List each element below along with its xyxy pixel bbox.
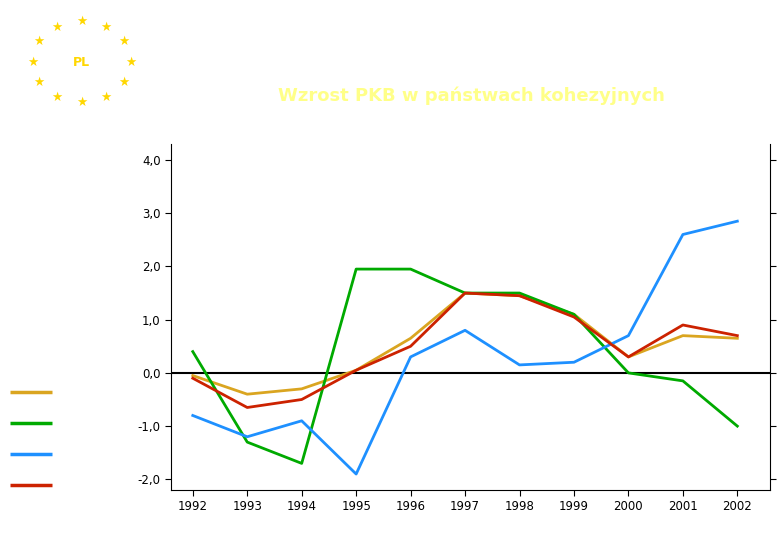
- Text: KOMISJA EUROPEJSKA: KOMISJA EUROPEJSKA: [176, 16, 381, 33]
- Text: PL: PL: [73, 56, 90, 69]
- Text: Trzeci
raport na
temat
spójności: Trzeci raport na temat spójności: [43, 151, 120, 224]
- Text: 10: 10: [71, 509, 92, 526]
- Text: Hiszpania: Hiszpania: [58, 387, 109, 396]
- Text: ★: ★: [125, 56, 136, 69]
- Text: ★: ★: [34, 35, 44, 49]
- Text: ★: ★: [51, 21, 62, 33]
- Text: Grecja: Grecja: [58, 449, 93, 459]
- Text: Portugalia: Portugalia: [58, 418, 112, 428]
- Text: Wzrost PKB na mieszkańca w Hiszpanii, Portugalii i Grecji w latach 1998-2002 w
p: Wzrost PKB na mieszkańca w Hiszpanii, Po…: [272, 112, 671, 135]
- Text: Grudzień 2004: Grudzień 2004: [672, 16, 764, 29]
- Text: ★: ★: [101, 21, 112, 33]
- Text: PL: PL: [750, 53, 764, 66]
- Text: Wzrost PKB w państwach kohezyjnych: Wzrost PKB w państwach kohezyjnych: [278, 87, 665, 105]
- Text: ★: ★: [76, 96, 87, 109]
- Text: ★: ★: [34, 76, 44, 89]
- Text: ★: ★: [101, 91, 112, 104]
- Text: ★: ★: [76, 15, 87, 28]
- Text: ★: ★: [51, 91, 62, 104]
- Text: Spójność 3: Spójność 3: [58, 480, 115, 491]
- Text: ★: ★: [27, 56, 38, 69]
- Text: ★: ★: [119, 76, 129, 89]
- Text: ★: ★: [119, 35, 129, 49]
- Text: Polityka regionalna: Polityka regionalna: [176, 53, 295, 66]
